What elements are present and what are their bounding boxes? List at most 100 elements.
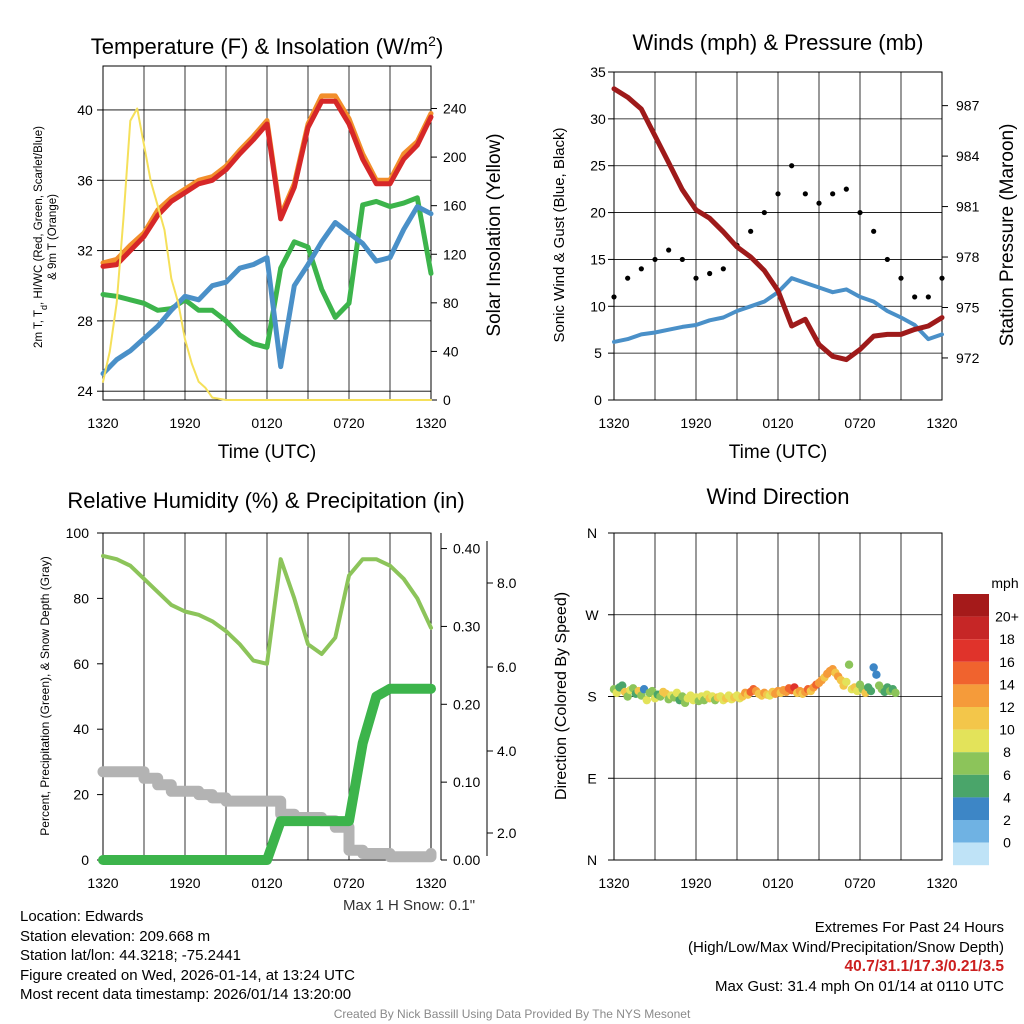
humidity-y-tick-label: 100	[66, 525, 90, 541]
wind-y-tick-label: 5	[594, 345, 602, 361]
gust-point	[775, 191, 781, 197]
snow-y-tick-label: 8.0	[497, 575, 517, 591]
direction-x-tick-label: 1320	[598, 875, 629, 891]
pressure-y-tick-label: 984	[956, 148, 980, 164]
legend-label: 6	[1003, 767, 1011, 783]
precip-y-tick-label: 0.30	[453, 618, 480, 634]
legend-label: 18	[999, 631, 1015, 647]
temperature-x-tick-label: 1320	[87, 415, 118, 431]
figure-created: Figure created on Wed, 2026-01-14, at 13…	[20, 966, 355, 984]
legend-swatch	[953, 661, 989, 685]
wind-x-tick-label: 0120	[762, 415, 793, 431]
legend-swatch	[953, 594, 989, 617]
legend-swatch	[953, 797, 989, 820]
direction-x-tick-label: 1320	[926, 875, 957, 891]
humidity-y-tick-label: 40	[73, 721, 89, 737]
temperature-ylabel-left-line2: & 9m T (Orange)	[47, 194, 59, 280]
wind-y-tick-label: 15	[590, 251, 606, 267]
gust-point	[871, 228, 877, 234]
humidity-x-tick-label: 1320	[87, 875, 118, 891]
direction-point	[872, 670, 881, 679]
gust-point	[830, 191, 836, 197]
humidity-x-tick-label: 0120	[251, 875, 282, 891]
wind-ylabel-right: Station Pressure (Maroon)	[997, 124, 1018, 347]
humidity-title: Relative Humidity (%) & Precipitation (i…	[67, 488, 464, 513]
temperature-series-td	[100, 195, 434, 350]
extremes-info: Extremes For Past 24 Hours (High/Low/Max…	[688, 918, 1004, 996]
gust-point	[898, 275, 904, 281]
direction-y-tick-label: N	[587, 525, 597, 541]
legend-label: 10	[999, 722, 1015, 738]
gust-point	[843, 186, 849, 192]
gust-point	[611, 294, 617, 300]
direction-x-tick-label: 1920	[680, 875, 711, 891]
legend-label: 2	[1003, 812, 1011, 828]
extremes-title: Extremes For Past 24 Hours	[814, 919, 1004, 936]
wind-y-tick-label: 0	[594, 392, 602, 408]
wind-ylabel-left: Sonic Wind & Gust (Blue, Black)	[551, 127, 568, 342]
legend-label: 20+	[995, 609, 1019, 625]
temperature-x-tick-label: 0120	[251, 415, 282, 431]
gust-point	[802, 191, 808, 197]
legend-title: mph	[991, 575, 1018, 591]
solar-y-tick-label: 40	[443, 343, 459, 359]
pressure-y-tick-label: 975	[956, 299, 980, 315]
humidity-x-tick-label: 1920	[169, 875, 200, 891]
direction-y-tick-label: S	[587, 689, 596, 705]
direction-title: Wind Direction	[706, 484, 849, 509]
direction-y-tick-label: E	[587, 770, 596, 786]
direction-point	[866, 686, 876, 696]
max-gust: Max Gust: 31.4 mph On 01/14 at 0110 UTC	[714, 977, 1004, 995]
humidity-x-tick-label: 1320	[415, 875, 446, 891]
wind-x-tick-label: 1920	[680, 415, 711, 431]
humidity-x-tick-label: 0720	[333, 875, 364, 891]
recent-timestamp: Most recent data timestamp: 2026/01/14 1…	[20, 986, 352, 1003]
legend-swatch	[953, 842, 989, 866]
legend-label: 0	[1003, 835, 1011, 851]
temperature-title: Temperature (F) & Insolation (W/m2)	[91, 33, 444, 59]
extremes-description: (High/Low/Max Wind/Precipitation/Snow De…	[688, 938, 1004, 956]
precip-y-tick-label: 0.00	[453, 852, 480, 868]
legend-swatch	[953, 820, 989, 843]
wind-title: Winds (mph) & Pressure (mb)	[633, 30, 924, 55]
gust-point	[912, 294, 918, 300]
direction-point	[869, 663, 878, 672]
legend-label: 4	[1003, 789, 1011, 805]
precip-line	[98, 683, 436, 865]
wind-x-tick-label: 0720	[844, 415, 875, 431]
direction-panel: Wind Direction Direction (Colored By Spe…	[553, 484, 1019, 800]
station-info: Location: Edwards Station elevation: 209…	[20, 907, 355, 1005]
gust-point	[816, 200, 822, 206]
humidity-panel: Relative Humidity (%) & Precipitation (i…	[38, 488, 465, 836]
gust-point	[693, 275, 699, 281]
pressure-y-tick-label: 981	[956, 199, 980, 215]
temperature-y-tick-label: 36	[77, 172, 93, 188]
humidity-ylabel-left: Percent, Precipitation (Green), & Snow D…	[38, 556, 52, 835]
legend-label: 8	[1003, 744, 1011, 760]
chart-marks: 1320 1920 0120 0720 132024283236400408012016…	[66, 64, 1019, 891]
wind-y-tick-label: 30	[590, 111, 606, 127]
legend-label: 14	[999, 676, 1015, 692]
humidity-line	[101, 553, 433, 666]
gust-point	[652, 256, 658, 263]
direction-point	[642, 695, 651, 705]
wind-x-tick-label: 1320	[598, 415, 629, 431]
legend-swatch	[953, 639, 989, 662]
temperature-series-2m-t	[100, 98, 434, 269]
legend-swatch	[953, 729, 989, 753]
direction-y-tick-label: W	[585, 607, 599, 623]
solar-y-tick-label: 160	[443, 198, 467, 214]
temperature-series-solar-insolation	[102, 107, 432, 401]
gust-point	[666, 247, 672, 253]
legend-swatch	[953, 616, 989, 640]
station-elevation: Station elevation: 209.668 m	[20, 927, 211, 945]
legend-label: 12	[999, 699, 1015, 715]
precip-y-tick-label: 0.40	[453, 541, 480, 557]
humidity-y-tick-label: 20	[73, 787, 89, 803]
solar-y-tick-label: 120	[443, 246, 467, 262]
direction-point	[623, 692, 632, 701]
direction-point	[844, 660, 854, 669]
gust-point	[857, 209, 863, 216]
gust-point	[761, 209, 767, 216]
solar-y-tick-label: 80	[443, 295, 459, 311]
